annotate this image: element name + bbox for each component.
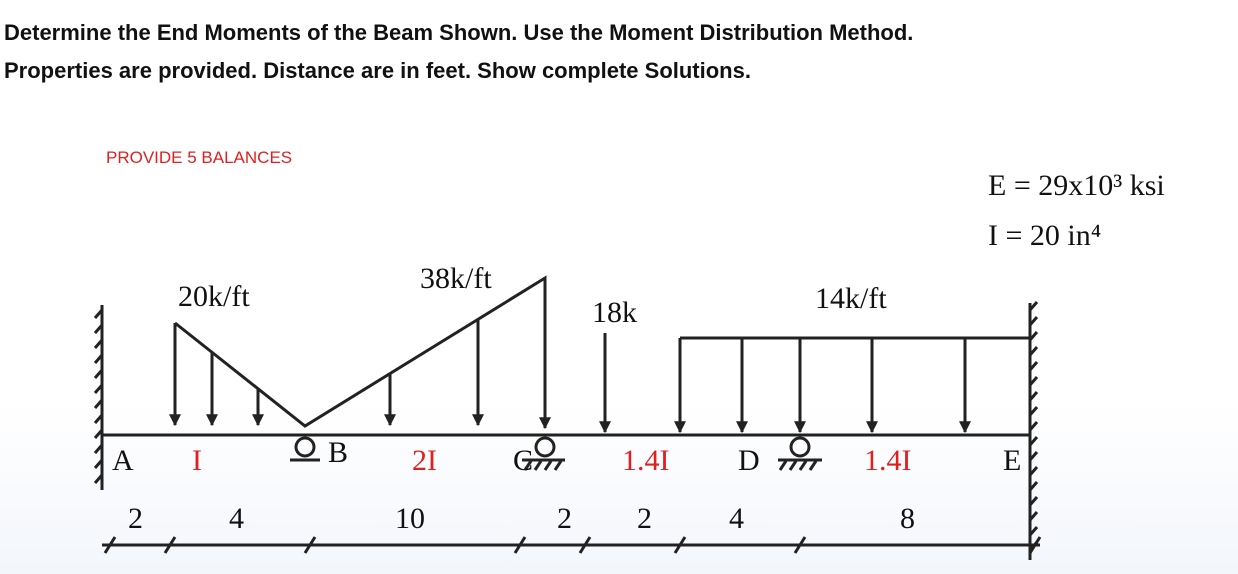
dimension-label: 4	[729, 502, 744, 535]
right-wall	[1028, 301, 1039, 560]
dimension-label: 10	[395, 502, 425, 535]
roller-b	[290, 436, 320, 462]
roller-d	[778, 436, 822, 471]
load-label: 38k/ft	[420, 262, 492, 295]
node-label: E	[1003, 444, 1021, 477]
property: I = 20 in⁴	[988, 219, 1101, 252]
stiffness-label: I	[192, 444, 202, 477]
dimension-label: 2	[637, 502, 652, 535]
dimension-label: 4	[229, 502, 244, 535]
note: PROVIDE 5 BALANCES	[106, 148, 293, 167]
dimension-label: 2	[557, 502, 572, 535]
load-label: 20k/ft	[178, 280, 250, 313]
stiffness-label: 1.4I	[864, 444, 912, 477]
dimension-label: 2	[128, 502, 143, 535]
dimension-label: 8	[900, 502, 915, 535]
property: E = 29x10³ ksi	[988, 169, 1165, 202]
header-line: Determine the End Moments of the Beam Sh…	[4, 20, 914, 45]
node-label: C	[513, 444, 533, 477]
triangular-loads	[169, 275, 551, 430]
uniform-load	[674, 336, 1030, 434]
stiffness-label: 2I	[412, 444, 437, 477]
left-wall	[93, 305, 104, 490]
load-label: 18k	[592, 296, 637, 329]
node-label: D	[738, 444, 760, 477]
header-line: Properties are provided. Distance are in…	[4, 58, 751, 83]
node-label: A	[112, 444, 134, 477]
dimension-line	[102, 536, 1042, 554]
roller-c	[522, 436, 565, 471]
stiffness-label: 1.4I	[622, 444, 670, 477]
load-label: 14k/ft	[815, 282, 887, 315]
node-label: B	[328, 436, 348, 469]
